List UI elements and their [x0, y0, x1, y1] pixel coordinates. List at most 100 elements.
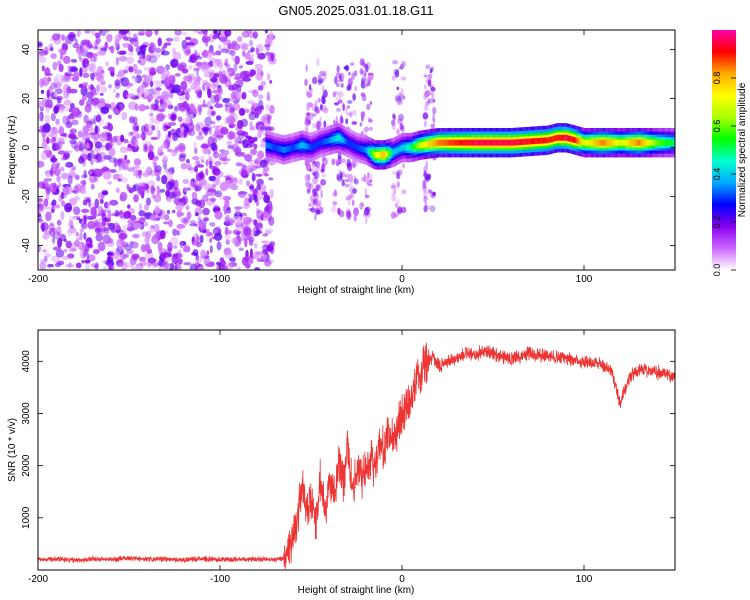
heatmap-noise-cell — [105, 61, 109, 67]
heatmap-ridge-cell — [370, 149, 372, 156]
colorbar-tick-label: 0.2 — [712, 216, 722, 229]
heatmap-noise-cell — [267, 126, 275, 131]
heatmap-ridge-cell — [378, 152, 380, 158]
heatmap-ridge-cell — [625, 139, 627, 146]
heatmap-noise-cell — [212, 137, 217, 145]
heatmap-noise-cell — [90, 72, 95, 79]
heatmap-noise-cell — [76, 50, 82, 56]
heatmap-noise-cell — [161, 174, 168, 185]
heatmap-noise-cell — [160, 229, 166, 240]
heatmap-streak-cell — [319, 206, 324, 214]
heatmap-noise-cell — [85, 142, 90, 149]
heatmap-noise-cell — [194, 147, 198, 154]
heatmap-noise-cell — [235, 84, 242, 94]
heatmap-streak-cell — [364, 194, 370, 199]
heatmap-noise-cell — [216, 115, 222, 121]
heatmap-noise-cell — [214, 160, 222, 166]
heatmap-noise-cell — [116, 158, 122, 167]
heatmap-streak-cell — [312, 160, 316, 164]
heatmap-noise-cell — [219, 74, 228, 84]
heatmap-noise-cell — [99, 45, 106, 49]
heatmap-ridge-cell — [458, 139, 460, 146]
heatmap-streak-cell — [423, 189, 427, 195]
heatmap-ridge-cell — [372, 150, 374, 157]
heatmap-noise-cell — [40, 258, 48, 263]
colorbar-tick-label: 0.4 — [712, 168, 722, 181]
heatmap-ridge-cell — [495, 139, 497, 146]
heatmap-streak-cell — [364, 187, 367, 196]
heatmap-noise-cell — [224, 70, 232, 75]
heatmap-noise-cell — [40, 89, 45, 94]
heatmap-noise-cell — [107, 256, 114, 263]
heatmap-noise-cell — [231, 123, 237, 128]
heatmap-noise-cell — [70, 59, 78, 63]
heatmap-noise-cell — [198, 219, 205, 229]
heatmap-noise-cell — [94, 141, 103, 149]
heatmap-noise-cell — [80, 222, 88, 229]
heatmap-ridge-cell — [445, 139, 447, 146]
heatmap-noise-cell — [196, 184, 203, 189]
heatmap-ridge-cell — [493, 139, 495, 146]
heatmap-streak-cell — [352, 199, 355, 207]
heatmap-noise-cell — [90, 183, 95, 190]
heatmap-streak-cell — [335, 72, 341, 78]
heatmap-noise-cell — [93, 264, 99, 269]
heatmap-ridge-cell — [583, 139, 585, 146]
heatmap-streak-cell — [304, 115, 311, 122]
heatmap-ridge-cell — [656, 139, 658, 146]
heatmap-noise-cell — [149, 42, 155, 48]
heatmap-streak-cell — [423, 205, 428, 213]
heatmap-noise-cell — [234, 73, 242, 79]
heatmap-ridge-cell — [280, 146, 282, 153]
heatmap-noise-cell — [187, 75, 193, 85]
heatmap-ridge-cell — [354, 143, 356, 150]
heatmap-noise-cell — [214, 94, 220, 104]
heatmap-streak-cell — [308, 183, 312, 190]
heatmap-streak-cell — [337, 91, 344, 98]
heatmap-streak-cell — [402, 95, 406, 100]
heatmap-noise-cell — [51, 163, 59, 170]
heatmap-noise-cell — [265, 228, 274, 233]
heatmap-noise-cell — [136, 88, 141, 94]
heatmap-noise-cell — [222, 41, 227, 48]
heatmap-streak-cell — [353, 178, 359, 184]
heatmap-noise-cell — [103, 266, 108, 270]
heatmap-ridge-cell — [654, 139, 656, 146]
heatmap-noise-cell — [254, 136, 258, 142]
heatmap-noise-cell — [145, 242, 150, 252]
heatmap-noise-cell — [228, 131, 236, 140]
heatmap-noise-cell — [80, 180, 87, 185]
heatmap-noise-cell — [202, 149, 211, 155]
heatmap-noise-cell — [135, 74, 143, 84]
heatmap-noise-cell — [193, 30, 200, 33]
heatmap-ridge-cell — [590, 139, 592, 146]
heatmap-streak-cell — [323, 120, 327, 128]
heatmap-ridge-cell — [569, 135, 571, 142]
heatmap-noise-cell — [247, 100, 255, 104]
heatmap-noise-cell — [174, 30, 182, 36]
heatmap-noise-cell — [174, 146, 180, 151]
heatmap-noise-cell — [156, 113, 165, 122]
heatmap-noise-cell — [83, 170, 87, 179]
heatmap-noise-cell — [64, 71, 69, 76]
heatmap-noise-cell — [140, 93, 145, 98]
heatmap-noise-cell — [210, 77, 218, 83]
heatmap-noise-cell — [178, 258, 183, 264]
heatmap-ridge-cell — [523, 138, 525, 145]
heatmap-noise-cell — [52, 143, 57, 152]
heatmap-ridge-cell — [376, 152, 378, 158]
heatmap-ridge-cell — [673, 139, 675, 146]
heatmap-ridge-cell — [435, 140, 437, 146]
heatmap-streak-cell — [367, 172, 370, 179]
heatmap-ridge-cell — [649, 139, 651, 146]
heatmap-streak-cell — [331, 158, 336, 166]
heatmap-noise-cell — [82, 82, 88, 86]
heatmap-noise-cell — [94, 32, 101, 38]
heatmap-noise-cell — [210, 120, 216, 125]
heatmap-ridge-cell — [669, 139, 671, 146]
heatmap-ridge-cell — [463, 139, 465, 146]
heatmap-ridge-cell — [536, 138, 538, 144]
heatmap-streak-cell — [315, 99, 318, 107]
heatmap-noise-cell — [212, 34, 218, 40]
